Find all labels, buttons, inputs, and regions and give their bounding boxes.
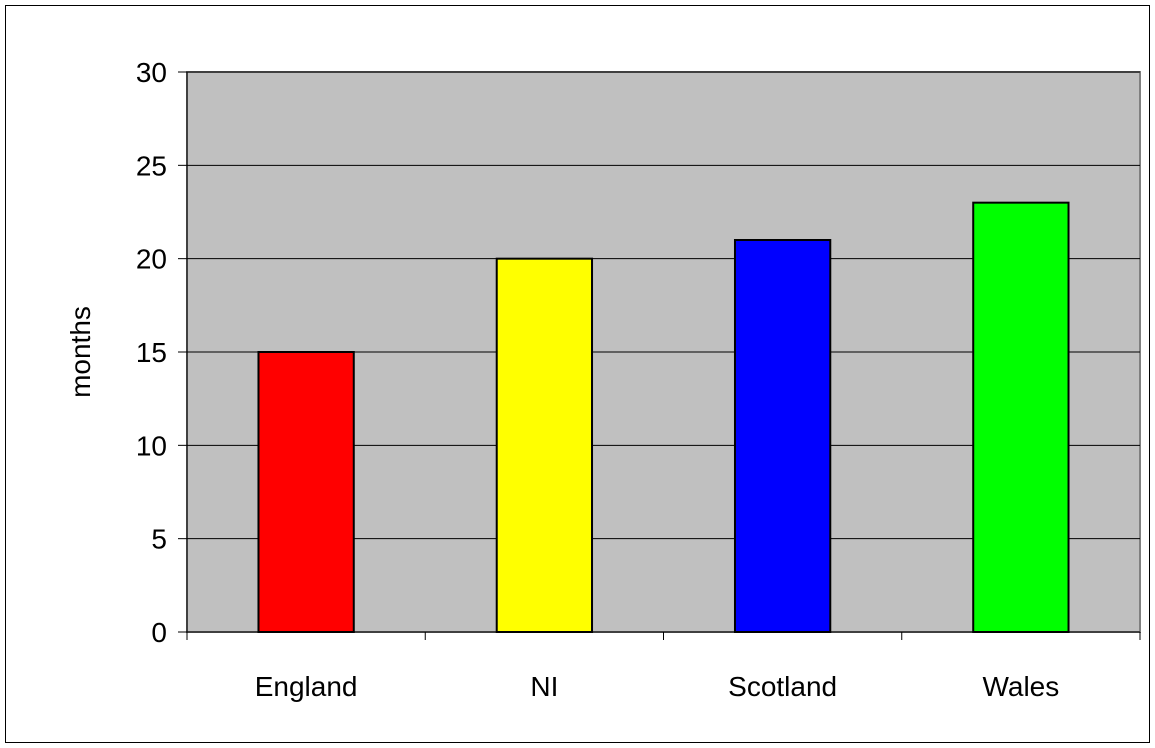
x-category-label: Wales	[982, 671, 1059, 702]
bars	[257, 201, 1070, 634]
x-category-label: NI	[530, 671, 558, 702]
bar-wales	[972, 201, 1070, 634]
bar-scotland	[733, 239, 832, 633]
y-tick-label: 10	[136, 430, 167, 461]
y-tick-label: 30	[136, 57, 167, 88]
axes	[178, 71, 1141, 640]
bar-ni	[495, 257, 594, 633]
y-tick-label: 5	[151, 524, 167, 555]
y-tick-label: 15	[136, 337, 167, 368]
y-tick-label: 20	[136, 244, 167, 275]
x-category-label: Scotland	[728, 671, 837, 702]
bar-england	[257, 351, 355, 633]
y-tick-label: 25	[136, 150, 167, 181]
labels: 0 5 10 15 20 25 30 England NI Scotland Wales	[136, 57, 1059, 702]
y-tick-label: 0	[151, 617, 167, 648]
x-category-label: England	[255, 671, 358, 702]
y-axis-title: months	[65, 306, 96, 398]
